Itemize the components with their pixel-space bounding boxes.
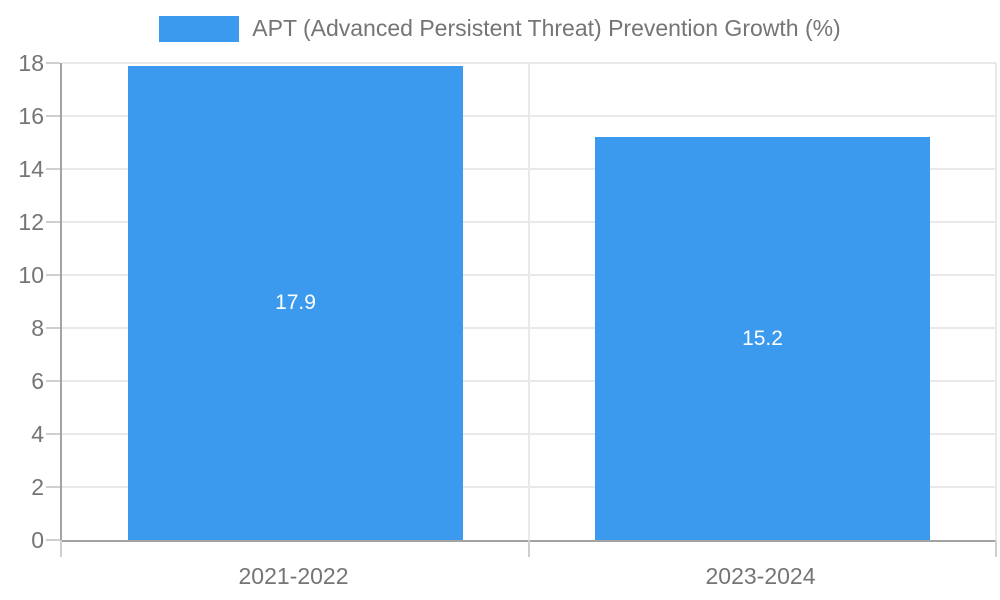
legend-label: APT (Advanced Persistent Threat) Prevent… (252, 15, 841, 41)
bar-value-label: 15.2 (742, 326, 783, 350)
y-tick-mark (46, 327, 60, 329)
y-tick-mark (46, 486, 60, 488)
plot-area: 17.9 15.2 (60, 62, 997, 557)
bar[interactable]: 17.9 (128, 65, 463, 540)
y-tick-mark (46, 380, 60, 382)
y-tick-mark (46, 274, 60, 276)
plot-right-border (995, 63, 997, 540)
y-tick-mark (46, 168, 60, 170)
x-tick-mark (60, 540, 62, 557)
bar[interactable]: 15.2 (595, 137, 930, 540)
y-tick-label: 18 (18, 50, 44, 76)
y-tick-label: 12 (18, 209, 44, 235)
legend[interactable]: APT (Advanced Persistent Threat) Prevent… (0, 15, 1000, 42)
y-tick-label: 6 (31, 368, 44, 394)
category-divider (528, 63, 530, 540)
legend-swatch (159, 15, 240, 42)
x-tick-mark (528, 540, 530, 557)
y-tick-label: 2 (31, 474, 44, 500)
x-tick-label: 2021-2022 (238, 563, 349, 589)
y-tick-mark (46, 221, 60, 223)
y-tick-label: 10 (18, 262, 44, 288)
y-tick-mark (46, 433, 60, 435)
bar-value-label: 17.9 (275, 290, 316, 314)
y-tick-mark (46, 115, 60, 117)
x-tick-mark (995, 540, 997, 557)
y-tick-label: 8 (31, 315, 44, 341)
y-tick-label: 16 (18, 103, 44, 129)
y-tick-label: 4 (31, 421, 44, 447)
y-tick-mark (46, 62, 60, 64)
x-tick-label: 2023-2024 (705, 563, 816, 589)
y-tick-label: 14 (18, 156, 44, 182)
y-tick-label: 0 (31, 527, 44, 553)
y-tick-mark (46, 539, 60, 541)
